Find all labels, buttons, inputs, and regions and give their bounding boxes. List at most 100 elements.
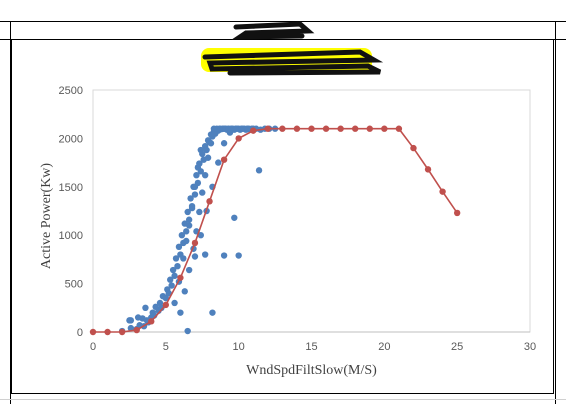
scatter-point	[183, 228, 190, 235]
line-series	[89, 125, 461, 336]
y-tick-label: 1500	[59, 182, 83, 194]
power-curve-point	[104, 328, 111, 336]
scatter-point	[127, 324, 135, 332]
power-curve-point	[89, 328, 97, 336]
power-curve-point	[162, 301, 170, 309]
scatter-point	[142, 304, 149, 311]
scatter-point	[210, 125, 218, 132]
power-curve-point	[264, 125, 271, 132]
scatter-series	[118, 125, 279, 335]
scatter-point	[203, 146, 210, 154]
scatter-point	[210, 130, 218, 137]
power-curve-point	[352, 125, 359, 132]
x-tick-label: 5	[163, 341, 169, 353]
power-curve-point	[177, 274, 184, 281]
scatter-point	[194, 164, 202, 171]
scatter-point	[185, 216, 193, 223]
power-curve-point	[381, 125, 388, 132]
scatter-point	[156, 299, 164, 307]
scatter-point	[209, 309, 216, 316]
power-curve-point	[322, 125, 330, 132]
scatter-point	[191, 253, 199, 260]
power-curve-point	[308, 125, 315, 132]
scatter-point	[191, 183, 199, 190]
scatter-point	[201, 251, 209, 258]
scatter-point	[180, 255, 187, 262]
scatter-point	[204, 154, 212, 161]
scatter-point	[193, 171, 200, 179]
power-curve-line	[93, 127, 458, 333]
power-curve-point	[410, 144, 417, 152]
scatter-point	[220, 252, 228, 259]
scatter-point	[220, 140, 228, 147]
x-tick-label: 0	[90, 341, 96, 353]
tick-labels: 0 5 10 15 20 25 30 0 500 1000 1500 2000 2500	[59, 85, 537, 353]
scatter-point	[196, 208, 203, 216]
y-tick-label: 0	[77, 327, 83, 339]
scatter-point	[215, 159, 222, 166]
x-axis-title: WndSpdFiltSlow(M/S)	[246, 363, 377, 378]
scatter-point	[172, 255, 180, 262]
power-curve-point	[250, 127, 257, 134]
power-curve-point	[439, 188, 446, 195]
x-tick-label: 15	[305, 341, 317, 353]
scatter-point	[184, 327, 191, 335]
x-tick-label: 25	[451, 341, 463, 353]
power-curve-point	[133, 326, 140, 334]
scatter-point	[238, 125, 245, 132]
x-tick-label: 10	[233, 341, 245, 353]
power-curve-point	[118, 328, 126, 336]
scatter-point	[162, 294, 170, 302]
scatter-point	[226, 129, 234, 136]
scatter-point	[232, 125, 239, 132]
scatter-point	[207, 140, 215, 147]
scatter-point	[201, 171, 209, 179]
scatter-point	[191, 191, 199, 198]
chart-area[interactable]	[11, 39, 554, 394]
scatter-point	[231, 214, 238, 221]
power-curve-point	[206, 198, 213, 205]
x-tick-label: 20	[378, 341, 390, 353]
scatter-point	[235, 252, 242, 259]
scatter-point	[127, 317, 135, 324]
power-curve-point	[279, 125, 286, 132]
scatter-point	[167, 276, 174, 283]
y-tick-label: 2500	[59, 85, 83, 97]
scatter-point	[169, 266, 177, 274]
scatter-point	[184, 208, 191, 216]
scatter-point	[178, 232, 186, 239]
scatter-point	[197, 232, 204, 239]
scatter-point	[185, 266, 193, 274]
scatter-point	[188, 202, 196, 210]
redaction-marks	[201, 21, 384, 76]
power-curve-point	[424, 166, 432, 173]
power-curve-point	[293, 125, 301, 132]
power-curve-point	[235, 135, 242, 142]
y-tick-label: 1000	[59, 230, 83, 242]
scatter-point	[181, 288, 188, 295]
scatter-point	[197, 146, 204, 154]
scatter-point	[187, 195, 194, 202]
power-curve-point	[453, 209, 461, 217]
scatter-point	[255, 167, 263, 174]
x-tick-label: 30	[524, 341, 536, 353]
scatter-point	[183, 237, 190, 245]
scatter-point	[174, 262, 181, 270]
scatter-point	[244, 125, 251, 132]
scatter-point	[171, 299, 178, 307]
power-curve-point	[366, 125, 373, 132]
scatter-point	[134, 314, 142, 321]
scatter-point	[175, 243, 183, 251]
scatter-point	[185, 222, 193, 229]
scatter-point	[171, 272, 178, 280]
power-curve-point	[337, 125, 344, 132]
scatter-point	[168, 282, 175, 289]
y-tick-label: 500	[65, 279, 83, 291]
power-curve-point	[395, 125, 403, 132]
scatter-point	[177, 309, 184, 316]
plot-area	[92, 89, 531, 333]
y-tick-label: 2000	[59, 133, 83, 145]
power-curve-point	[191, 239, 199, 247]
power-curve-point	[148, 318, 155, 325]
